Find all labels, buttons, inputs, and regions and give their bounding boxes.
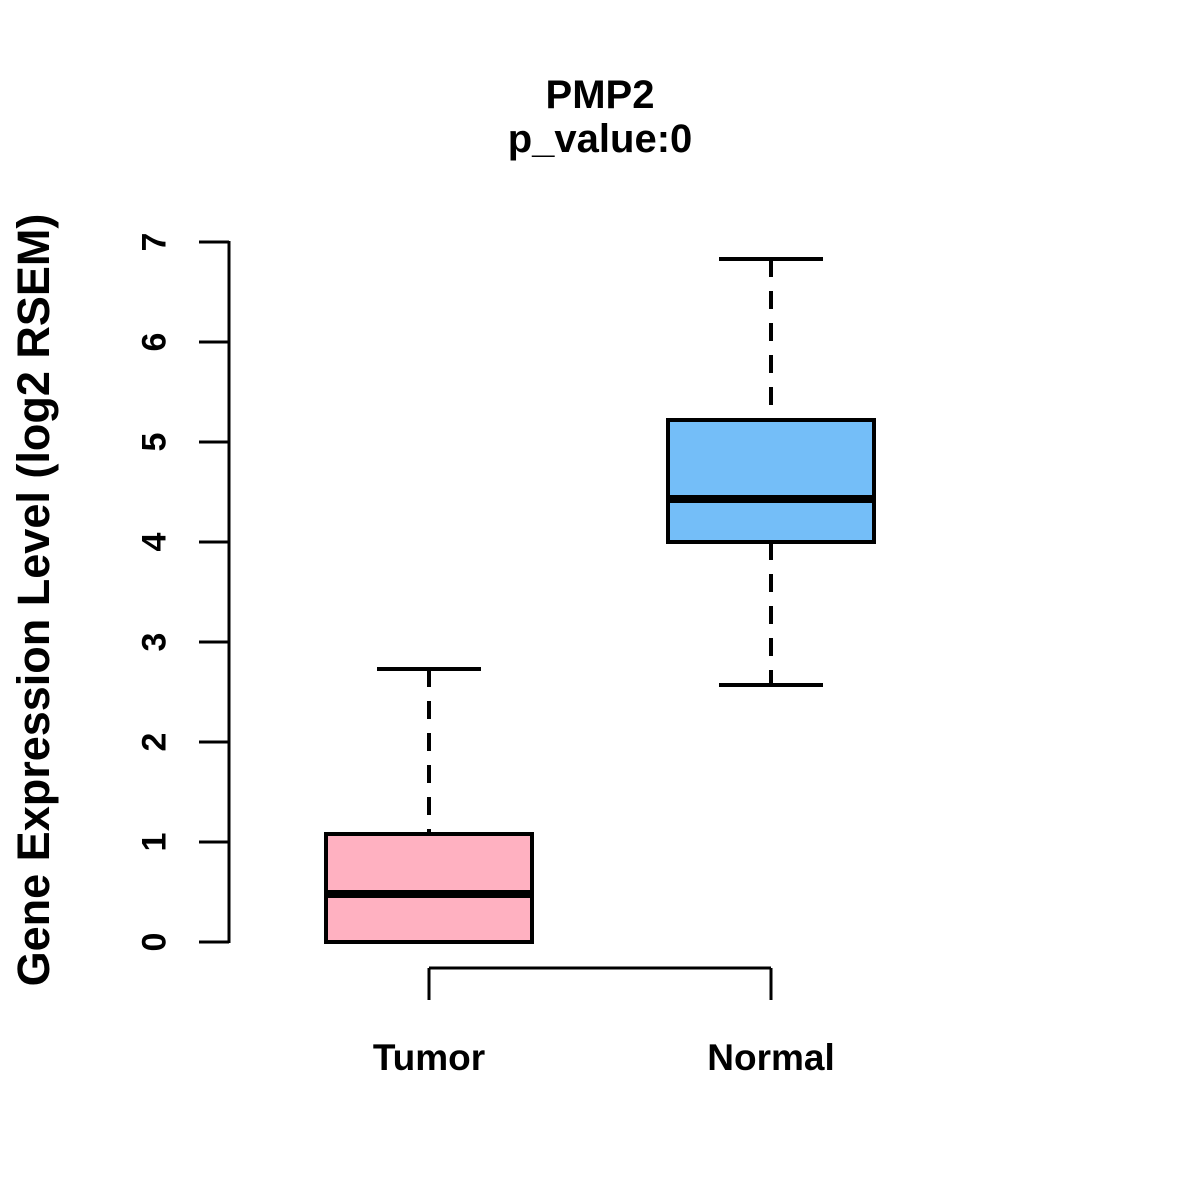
box-normal	[666, 418, 876, 544]
box-tumor	[324, 832, 534, 944]
x-axis-label-normal: Normal	[707, 1037, 835, 1078]
x-axis-label-tumor: Tumor	[372, 1037, 486, 1078]
chart-title: PMP2	[545, 73, 655, 117]
chart-subtitle-pvalue: p_value:0	[507, 117, 693, 161]
